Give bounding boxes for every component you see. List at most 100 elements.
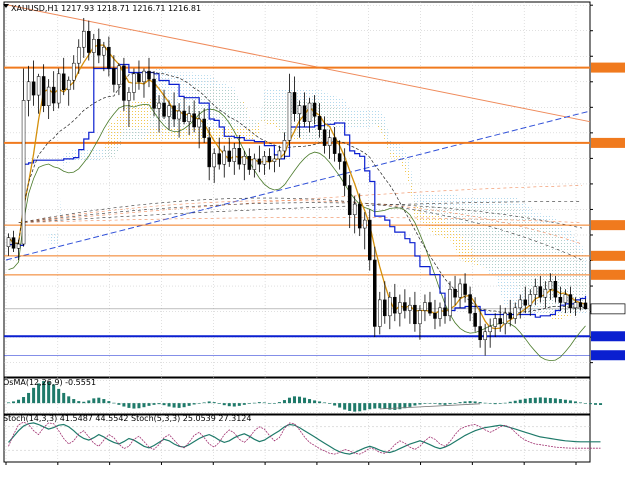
price-tag-bg [591,269,625,280]
osma-bar [463,401,467,404]
candle-body [558,296,563,303]
candle-body [473,312,477,327]
candle-body [383,299,387,317]
osma-bar [137,403,141,409]
osma-bar [222,403,226,406]
candle-body [433,312,437,319]
candle [21,68,26,247]
candle-body [448,288,452,317]
candle [117,63,121,96]
candle [558,286,563,311]
osma-bar [423,403,427,404]
candle [337,140,342,170]
osma-bar [92,398,96,404]
osma-bar [594,403,598,405]
candle [473,297,477,332]
candle [528,289,533,316]
candle-body [6,237,11,247]
osma-bar [67,396,71,404]
candle-body [453,288,457,298]
osma-bar [207,401,211,404]
osma-bar [107,401,111,404]
osma-bar [528,398,532,404]
osma-bar [262,402,266,404]
candle-body [187,113,191,122]
candle [568,286,573,314]
osma-bar [403,403,407,409]
osma-bar [132,403,136,409]
candle [563,289,568,314]
osma-bar [398,403,402,410]
candle [307,97,312,133]
osma-bar [353,403,357,412]
trendline-support [5,110,591,261]
candle [367,209,372,271]
candle [112,55,116,93]
candle-body [317,116,322,130]
trendlines [5,4,591,261]
candle [548,273,553,300]
candle [493,313,497,338]
price-tag-bg [591,331,625,342]
candle [167,100,171,130]
osma-bar [7,402,11,404]
candle [533,278,538,306]
candle [538,275,543,303]
candle [463,273,467,303]
osma-bar [533,397,537,404]
candle [262,150,267,175]
osma-bar [458,402,462,404]
candle-body [11,237,16,249]
osma-bar [568,400,572,404]
candle [347,174,352,229]
candle [187,105,191,135]
osma-bar [102,399,106,404]
osma-bar [242,403,246,405]
osma-bar [122,403,126,407]
osma-bar [428,403,432,404]
candle-body [242,156,247,165]
candle [413,291,417,332]
candle-body [36,76,41,96]
candle [503,307,507,335]
stoch-series-line [8,422,601,455]
candle-body [352,203,357,216]
osma-bar [217,403,221,404]
candle-body [112,68,116,85]
osma-bar [548,398,552,404]
osma-label: OsMA(12,26,9) -0.5551 [3,378,96,387]
candle-body [362,219,367,229]
candle-body [327,137,332,146]
osma-bar [333,403,337,406]
osma-bar [488,403,492,404]
osma-bar [408,403,412,407]
candle-body [122,65,126,101]
candle [51,71,56,112]
candle-body [152,78,156,109]
candle-body [503,312,507,325]
candle-body [438,307,442,319]
osma-bar [448,403,452,405]
osma-bar [583,403,587,404]
candle [227,137,232,167]
osma-bar [52,384,56,404]
candle [508,299,512,327]
osma-bar [433,403,437,404]
candle-body [247,156,252,170]
osma-bar [348,403,352,411]
candle-body [232,148,237,162]
candle [11,230,16,252]
candle-body [272,158,277,162]
candle-body [518,299,523,309]
osma-bar [167,403,171,407]
candle-body [463,283,467,295]
candle [342,148,347,197]
candle [172,92,176,127]
candle-body [292,92,297,114]
candle-body [61,73,66,91]
candle-body [16,243,21,249]
candle [453,275,457,306]
candle-body [277,150,282,160]
candle-body [167,105,171,117]
